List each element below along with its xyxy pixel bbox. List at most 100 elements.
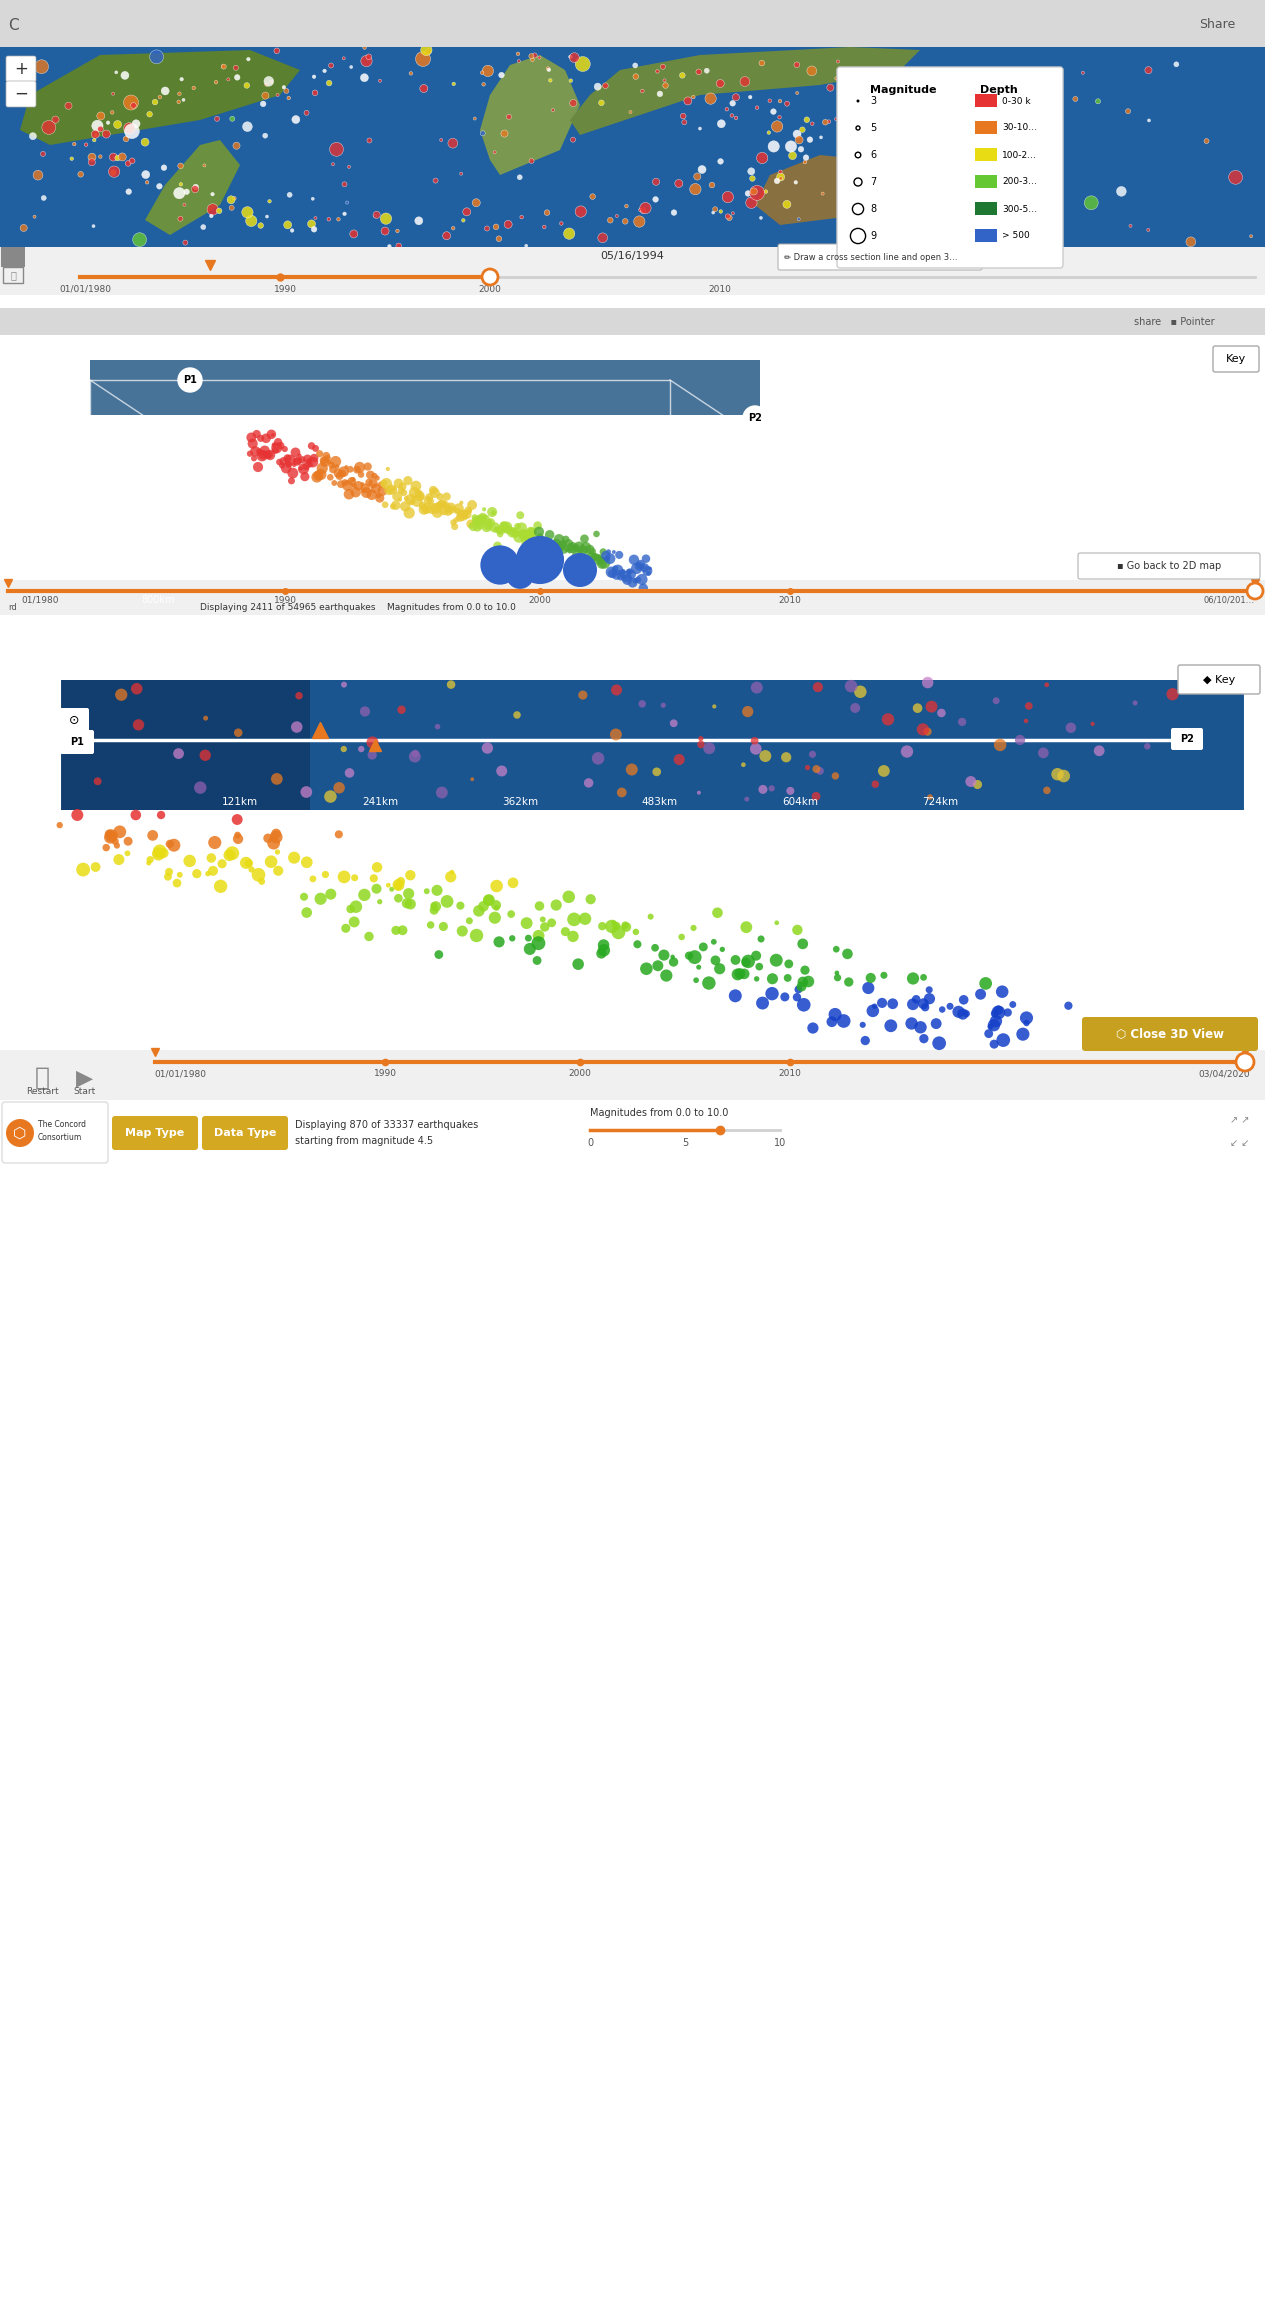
Point (277, 207, 297, 244)
Point (462, 761, 482, 797)
Point (794, 951, 815, 988)
Point (473, 887, 493, 924)
Point (135, 124, 156, 161)
Point (207, 101, 228, 138)
Point (717, 198, 737, 234)
Point (751, 200, 772, 237)
Point (170, 175, 190, 211)
Point (96, 830, 116, 866)
Point (202, 177, 223, 214)
Point (493, 506, 514, 542)
Point (71, 156, 91, 193)
Point (903, 986, 923, 1023)
Point (672, 57, 692, 94)
Text: Map Type: Map Type (125, 1128, 185, 1138)
Point (496, 510, 516, 547)
Point (76, 126, 96, 163)
Text: 600km: 600km (142, 556, 175, 565)
Point (385, 471, 405, 508)
Point (328, 455, 348, 492)
Point (354, 30, 374, 67)
Point (806, 751, 826, 788)
Point (383, 487, 404, 524)
Point (474, 492, 495, 529)
Point (578, 549, 598, 586)
Point (90, 138, 110, 175)
Point (186, 168, 206, 205)
Point (297, 843, 318, 880)
Point (467, 917, 487, 954)
FancyBboxPatch shape (1171, 728, 1203, 749)
Point (312, 450, 333, 487)
FancyBboxPatch shape (1, 246, 25, 267)
Point (737, 942, 758, 979)
Point (256, 421, 276, 457)
Point (249, 432, 269, 469)
Point (183, 69, 204, 106)
Point (302, 182, 323, 218)
Text: −: − (14, 85, 28, 103)
Point (455, 499, 476, 535)
Point (802, 53, 822, 90)
Point (571, 552, 591, 588)
Point (431, 122, 452, 159)
Point (334, 666, 354, 703)
Point (514, 517, 534, 554)
Point (466, 503, 486, 540)
Point (921, 687, 941, 724)
Text: 3: 3 (870, 97, 877, 106)
Point (712, 931, 732, 967)
Point (238, 108, 258, 145)
Point (388, 464, 409, 501)
Point (340, 892, 361, 928)
Point (369, 480, 390, 517)
Text: Depth: Depth (980, 85, 1018, 94)
Point (531, 529, 552, 565)
Point (431, 774, 452, 811)
Point (620, 554, 640, 591)
Point (139, 97, 159, 133)
Point (140, 841, 161, 878)
Point (674, 103, 694, 140)
Point (931, 694, 951, 731)
Point (792, 110, 812, 147)
FancyBboxPatch shape (59, 680, 1245, 809)
Point (420, 908, 440, 944)
Point (565, 540, 586, 577)
Point (228, 60, 248, 97)
Point (416, 489, 436, 526)
Point (410, 478, 430, 515)
Point (664, 705, 684, 742)
Point (220, 230, 240, 267)
Point (367, 460, 387, 496)
Point (425, 473, 445, 510)
Point (769, 99, 789, 136)
Point (339, 754, 359, 791)
Point (638, 552, 658, 588)
Point (552, 205, 572, 241)
Point (797, 101, 817, 138)
Point (244, 439, 264, 476)
Point (305, 430, 325, 466)
Point (392, 469, 412, 506)
Point (608, 915, 629, 951)
Point (591, 85, 611, 122)
Point (503, 864, 524, 901)
FancyBboxPatch shape (59, 731, 94, 754)
Point (841, 669, 861, 705)
Point (135, 156, 156, 193)
Point (214, 48, 234, 85)
FancyBboxPatch shape (202, 1117, 288, 1149)
Point (226, 126, 247, 163)
Point (767, 163, 787, 200)
Point (524, 522, 544, 558)
Text: 1990: 1990 (273, 285, 296, 294)
Point (108, 140, 128, 177)
Point (387, 214, 407, 250)
Point (663, 944, 683, 981)
Point (587, 515, 607, 552)
FancyBboxPatch shape (90, 361, 760, 416)
Point (818, 103, 839, 140)
Point (762, 770, 782, 807)
Point (414, 71, 434, 108)
